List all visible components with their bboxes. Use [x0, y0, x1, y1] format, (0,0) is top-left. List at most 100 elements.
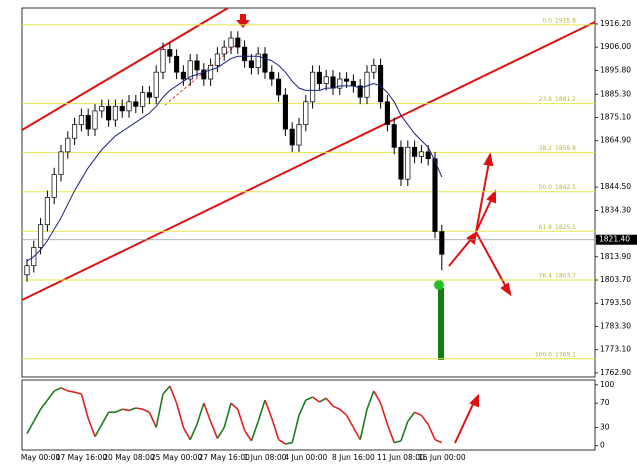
x-tick-label: 11 Jun 08:00: [377, 453, 425, 462]
osc-segment: [285, 441, 293, 445]
osc-segment: [243, 430, 253, 442]
candle-body: [378, 65, 384, 103]
candle-body: [371, 65, 377, 73]
candle-body: [235, 37, 241, 48]
y-tick-label: 1864.90: [600, 136, 631, 145]
osc-segment: [101, 411, 110, 425]
osc-segment: [407, 411, 416, 422]
osc-segment: [53, 387, 62, 392]
osc-segment: [216, 427, 225, 439]
osc-tick-label: 0: [600, 441, 605, 450]
fib-price: 1825.1: [555, 224, 576, 231]
candle-body: [201, 69, 207, 80]
candle-body: [174, 55, 180, 73]
fib-price: 1915.8: [555, 17, 576, 24]
x-tick-label: 27 May 16:00: [198, 453, 250, 462]
candle-body: [194, 60, 200, 71]
candle-body: [310, 71, 316, 103]
candle-body: [439, 231, 445, 255]
fib-level: 61.8: [539, 224, 553, 231]
candle-body: [344, 78, 350, 82]
y-tick-label: 1885.30: [600, 89, 631, 98]
candle-body: [58, 151, 64, 175]
osc-segment: [26, 421, 35, 434]
candle-body: [78, 115, 84, 125]
candle-body: [303, 101, 309, 125]
candle-body: [391, 124, 397, 148]
channel-line: [21, 7, 229, 131]
osc-segment: [74, 391, 82, 395]
candle-body: [153, 71, 159, 98]
fib-price: 1881.2: [555, 96, 576, 103]
osc-segment: [278, 438, 286, 445]
candle-body: [296, 124, 302, 146]
osc-segment: [135, 407, 143, 411]
y-tick-label: 1834.30: [600, 205, 631, 214]
candle-body: [412, 146, 418, 157]
osc-segment: [400, 421, 409, 442]
candle-body: [276, 78, 282, 96]
osc-segment: [427, 424, 436, 440]
x-tick-label: 1 Jun 08:00: [244, 453, 287, 462]
candle-body: [92, 110, 98, 130]
osc-segment: [332, 405, 341, 410]
candle-body: [357, 85, 363, 98]
candle-body: [398, 146, 404, 180]
osc-segment: [175, 402, 185, 428]
fib-price: 1859.8: [555, 145, 576, 152]
candle-body: [242, 46, 248, 62]
candle-body: [44, 197, 50, 226]
osc-segment: [393, 440, 402, 444]
candle-body: [221, 46, 227, 55]
candle-body: [51, 174, 57, 198]
y-tick-label: 1895.80: [600, 65, 631, 74]
candle-body: [289, 128, 295, 146]
osc-segment: [169, 385, 178, 404]
osc-segment: [434, 438, 443, 444]
candle-body: [208, 65, 214, 80]
candle-body: [432, 158, 438, 232]
osc-segment: [298, 399, 307, 416]
candle-body: [38, 224, 44, 248]
osc-tick-label: 100: [600, 380, 615, 389]
y-tick-label: 1813.90: [600, 252, 631, 261]
candle-body: [126, 101, 132, 112]
candle-body: [146, 92, 152, 98]
candle-body: [214, 53, 220, 66]
candle-body: [228, 37, 234, 48]
candle-body: [72, 124, 78, 139]
x-tick-label: 25 May 00:00: [151, 453, 203, 462]
osc-segment: [257, 399, 266, 422]
y-tick-label: 1783.30: [600, 321, 631, 330]
osc-panel: [21, 379, 596, 451]
price-label: 1821.40: [599, 235, 630, 244]
osc-segment: [223, 402, 232, 428]
candle-body: [85, 115, 91, 130]
channel-line: [21, 21, 596, 301]
osc-segment: [237, 408, 246, 431]
osc-segment: [373, 390, 382, 404]
osc-segment: [305, 396, 313, 401]
osc-segment: [379, 402, 389, 425]
osc-segment: [359, 409, 368, 440]
osc-segment: [39, 399, 49, 410]
moving-average: [26, 55, 443, 262]
candle-body: [316, 71, 322, 84]
candle-body: [112, 105, 118, 121]
osc-segment: [115, 408, 123, 413]
marker: [434, 280, 444, 290]
forecast-arrows: [448, 152, 512, 444]
osc-tick-label: 70: [600, 398, 610, 407]
osc-segment: [414, 411, 422, 417]
fib-level: 76.4: [539, 273, 553, 280]
fib-level: 50.0: [539, 184, 553, 191]
y-tick-label: 1875.10: [600, 112, 631, 121]
fib-price: 1769.1: [555, 351, 576, 358]
x-tick-label: 8 Jun 16:00: [332, 453, 375, 462]
candle-body: [24, 265, 30, 276]
candle-body: [323, 76, 329, 84]
main-panel: [21, 7, 596, 378]
fib-level: 38.2: [539, 145, 553, 152]
